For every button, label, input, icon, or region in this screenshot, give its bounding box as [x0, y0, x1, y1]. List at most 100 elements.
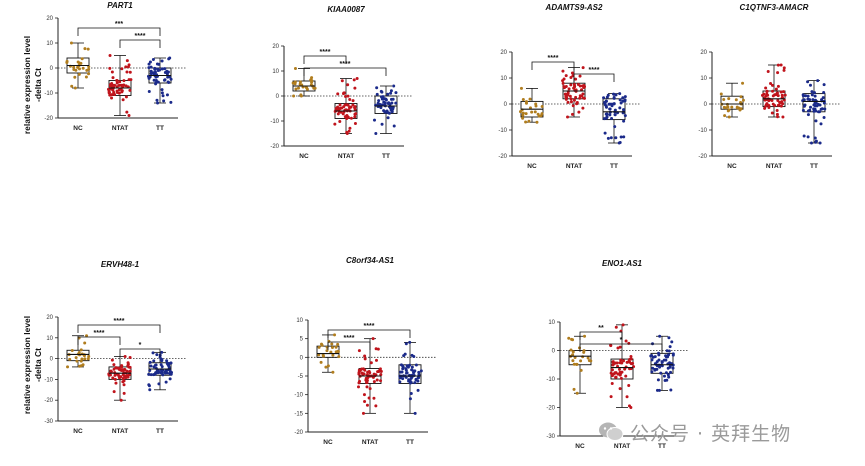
data-point	[363, 354, 367, 358]
data-point	[111, 376, 115, 380]
data-point	[386, 92, 390, 96]
data-point	[310, 79, 314, 83]
category-label: NTAT	[112, 428, 128, 435]
data-point	[808, 83, 812, 87]
data-point	[628, 360, 632, 364]
data-point	[579, 359, 583, 363]
data-point	[147, 76, 151, 80]
data-point	[568, 94, 572, 98]
data-point	[767, 106, 771, 110]
data-point	[610, 116, 614, 120]
data-point	[571, 350, 575, 354]
data-point	[163, 370, 167, 374]
data-point	[167, 57, 171, 61]
significance-bracket	[573, 73, 615, 82]
data-point	[781, 102, 785, 106]
data-point	[664, 358, 668, 362]
data-point	[165, 361, 169, 365]
data-point	[735, 106, 739, 110]
data-point	[330, 345, 334, 349]
data-point	[408, 397, 412, 401]
y-axis-label-bottom: relative expression level -delta Ct	[22, 316, 43, 414]
y-tick-label: 10	[272, 69, 279, 75]
significance-label: ****	[589, 67, 600, 74]
data-point	[569, 100, 573, 104]
data-point	[149, 69, 153, 73]
data-point	[155, 353, 159, 357]
data-point	[607, 102, 611, 106]
chart-5: C8orf34-AS1 -20 -15 -10 -5 0 5 10 NC NTAT TT **** **…	[294, 256, 436, 446]
y-tick-label: 20	[500, 50, 507, 56]
data-point	[730, 105, 734, 109]
data-point	[610, 382, 614, 386]
data-point	[655, 360, 659, 364]
data-point	[152, 359, 156, 363]
data-point	[157, 382, 161, 386]
data-point	[406, 365, 410, 369]
data-point	[73, 86, 77, 90]
data-point	[360, 367, 364, 371]
data-point	[111, 88, 115, 92]
data-point	[563, 92, 567, 96]
data-point	[622, 135, 626, 139]
data-point	[540, 104, 544, 108]
y-tick-label: 10	[700, 76, 707, 82]
data-point	[618, 98, 622, 102]
y-axis-label-line2: -delta Ct	[33, 348, 43, 382]
data-point	[574, 77, 578, 81]
significance-bracket	[77, 324, 161, 333]
data-point	[621, 99, 625, 103]
data-point	[814, 119, 818, 123]
data-point	[627, 404, 631, 408]
data-point	[384, 98, 388, 102]
data-point	[364, 376, 368, 380]
data-point	[152, 78, 156, 82]
data-point	[297, 86, 300, 90]
data-point	[122, 391, 126, 395]
data-point	[353, 121, 357, 125]
data-point	[87, 354, 91, 358]
series-NTAT	[107, 355, 132, 402]
data-point	[363, 368, 367, 372]
data-point	[783, 93, 787, 97]
series-NTAT	[356, 337, 383, 415]
data-point	[163, 70, 167, 74]
data-point	[125, 369, 129, 373]
data-point	[578, 74, 582, 78]
data-point	[167, 365, 171, 369]
data-point	[524, 112, 528, 116]
data-point	[77, 350, 81, 354]
data-point	[521, 113, 525, 117]
data-point	[345, 116, 349, 120]
data-point	[402, 354, 406, 358]
data-point	[346, 83, 350, 87]
data-point	[765, 102, 769, 106]
data-point	[336, 349, 340, 353]
data-point	[75, 359, 79, 363]
data-point	[294, 87, 298, 91]
data-point	[779, 63, 783, 67]
data-point	[125, 59, 129, 63]
data-point	[723, 114, 727, 118]
data-point	[822, 116, 826, 120]
data-point	[818, 141, 822, 145]
data-point	[571, 359, 575, 363]
data-point	[398, 380, 402, 384]
data-point	[779, 104, 783, 108]
chart-title: C1QTNF3-AMACR	[740, 3, 809, 12]
data-point	[618, 373, 622, 377]
data-point	[613, 113, 617, 117]
data-point	[165, 93, 169, 97]
y-tick-label: -10	[44, 377, 53, 383]
data-point	[357, 372, 361, 376]
data-point	[806, 94, 810, 98]
data-point	[112, 90, 116, 94]
data-point	[540, 112, 544, 116]
data-point	[121, 368, 125, 372]
data-point	[148, 388, 152, 392]
data-point	[575, 391, 579, 395]
data-point	[413, 381, 417, 385]
series-TT	[372, 84, 398, 135]
data-point	[372, 118, 376, 122]
